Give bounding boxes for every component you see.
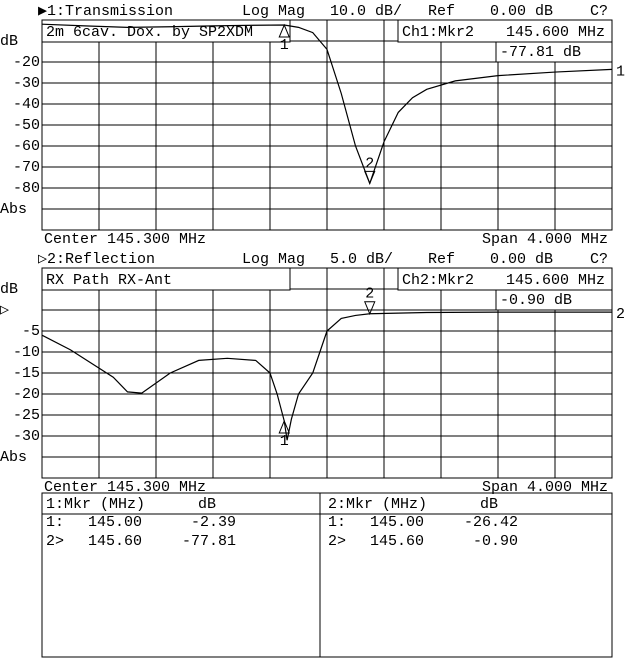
y-tick-label: -70	[13, 159, 40, 176]
marker-label: 1	[280, 433, 289, 450]
y-tick-label: -50	[13, 117, 40, 134]
marker-table	[41, 492, 613, 658]
table-header: dB	[198, 496, 216, 513]
y-tick-label: -80	[13, 180, 40, 197]
y-tick-label: -15	[13, 365, 40, 382]
readout-box	[495, 289, 613, 311]
annotation: RX Path RX-Ant	[46, 272, 172, 289]
readout-frequency: 145.600 MHz	[506, 24, 605, 41]
channel-header: ▶1:Transmission	[38, 3, 173, 20]
marker-value: -0.90	[473, 533, 518, 550]
marker-frequency: 145.60	[88, 533, 142, 550]
y-tick-label: -25	[13, 407, 40, 424]
center-frequency: Center 145.300 MHz	[44, 231, 206, 248]
marker-value: -2.39	[191, 514, 236, 531]
marker-frequency: 145.00	[370, 514, 424, 531]
readout-channel: Ch1:Mkr2	[402, 24, 474, 41]
y-tick-label: -40	[13, 96, 40, 113]
span: Span 4.000 MHz	[482, 479, 608, 496]
marker-frequency: 145.00	[88, 514, 142, 531]
y-tick-label: -60	[13, 138, 40, 155]
y-tick-label: -30	[13, 428, 40, 445]
ref-label: Ref	[428, 3, 455, 20]
readout-value: -77.81 dB	[500, 44, 581, 61]
scale: 10.0 dB/	[330, 3, 402, 20]
marker-value: -26.42	[464, 514, 518, 531]
channel-header: ▷2:Reflection	[38, 251, 155, 268]
y-tick-label: -30	[13, 75, 40, 92]
center-frequency: Center 145.300 MHz	[44, 479, 206, 496]
marker-label: 2	[365, 155, 374, 172]
y-tick-label: ▷	[0, 302, 9, 319]
marker-id: 1:	[46, 514, 64, 531]
readout-value: -0.90 dB	[500, 292, 572, 309]
marker	[278, 419, 290, 434]
status: C?	[590, 3, 608, 20]
y-tick-label: dB	[0, 33, 18, 50]
scale: 5.0 dB/	[330, 251, 393, 268]
table-header: dB	[480, 496, 498, 513]
marker-id: 2>	[46, 533, 64, 550]
marker	[364, 301, 376, 316]
format: Log Mag	[242, 3, 305, 20]
marker-label: 2	[365, 286, 374, 303]
table-header: 2:Mkr (MHz)	[328, 496, 427, 513]
marker-id: 2>	[328, 533, 346, 550]
trace	[41, 23, 613, 186]
trace-end-label: 2	[616, 306, 625, 323]
readout-channel: Ch2:Mkr2	[402, 272, 474, 289]
y-tick-label: Abs	[0, 449, 27, 466]
trace-end-label: 1	[616, 63, 625, 80]
span: Span 4.000 MHz	[482, 231, 608, 248]
y-tick-label: dB	[0, 281, 18, 298]
trace	[41, 311, 612, 441]
y-tick-label: Abs	[0, 201, 27, 218]
marker	[364, 170, 376, 185]
readout-box	[495, 41, 613, 63]
marker-id: 1:	[328, 514, 346, 531]
annotation: 2m 6cav. Dox. by SP2XDM	[46, 24, 253, 41]
table-header: 1:Mkr (MHz)	[46, 496, 145, 513]
marker-value: -77.81	[182, 533, 236, 550]
marker-label: 1	[280, 37, 289, 54]
format: Log Mag	[242, 251, 305, 268]
y-tick-label: -20	[13, 54, 40, 71]
ref-value: 0.00 dB	[490, 251, 553, 268]
annotation-box	[41, 267, 291, 291]
ref-label: Ref	[428, 251, 455, 268]
ref-value: 0.00 dB	[490, 3, 553, 20]
marker	[278, 23, 290, 38]
marker-frequency: 145.60	[370, 533, 424, 550]
y-tick-label: -5	[22, 323, 40, 340]
y-tick-label: -20	[13, 386, 40, 403]
status: C?	[590, 251, 608, 268]
readout-frequency: 145.600 MHz	[506, 272, 605, 289]
y-tick-label: -10	[13, 344, 40, 361]
